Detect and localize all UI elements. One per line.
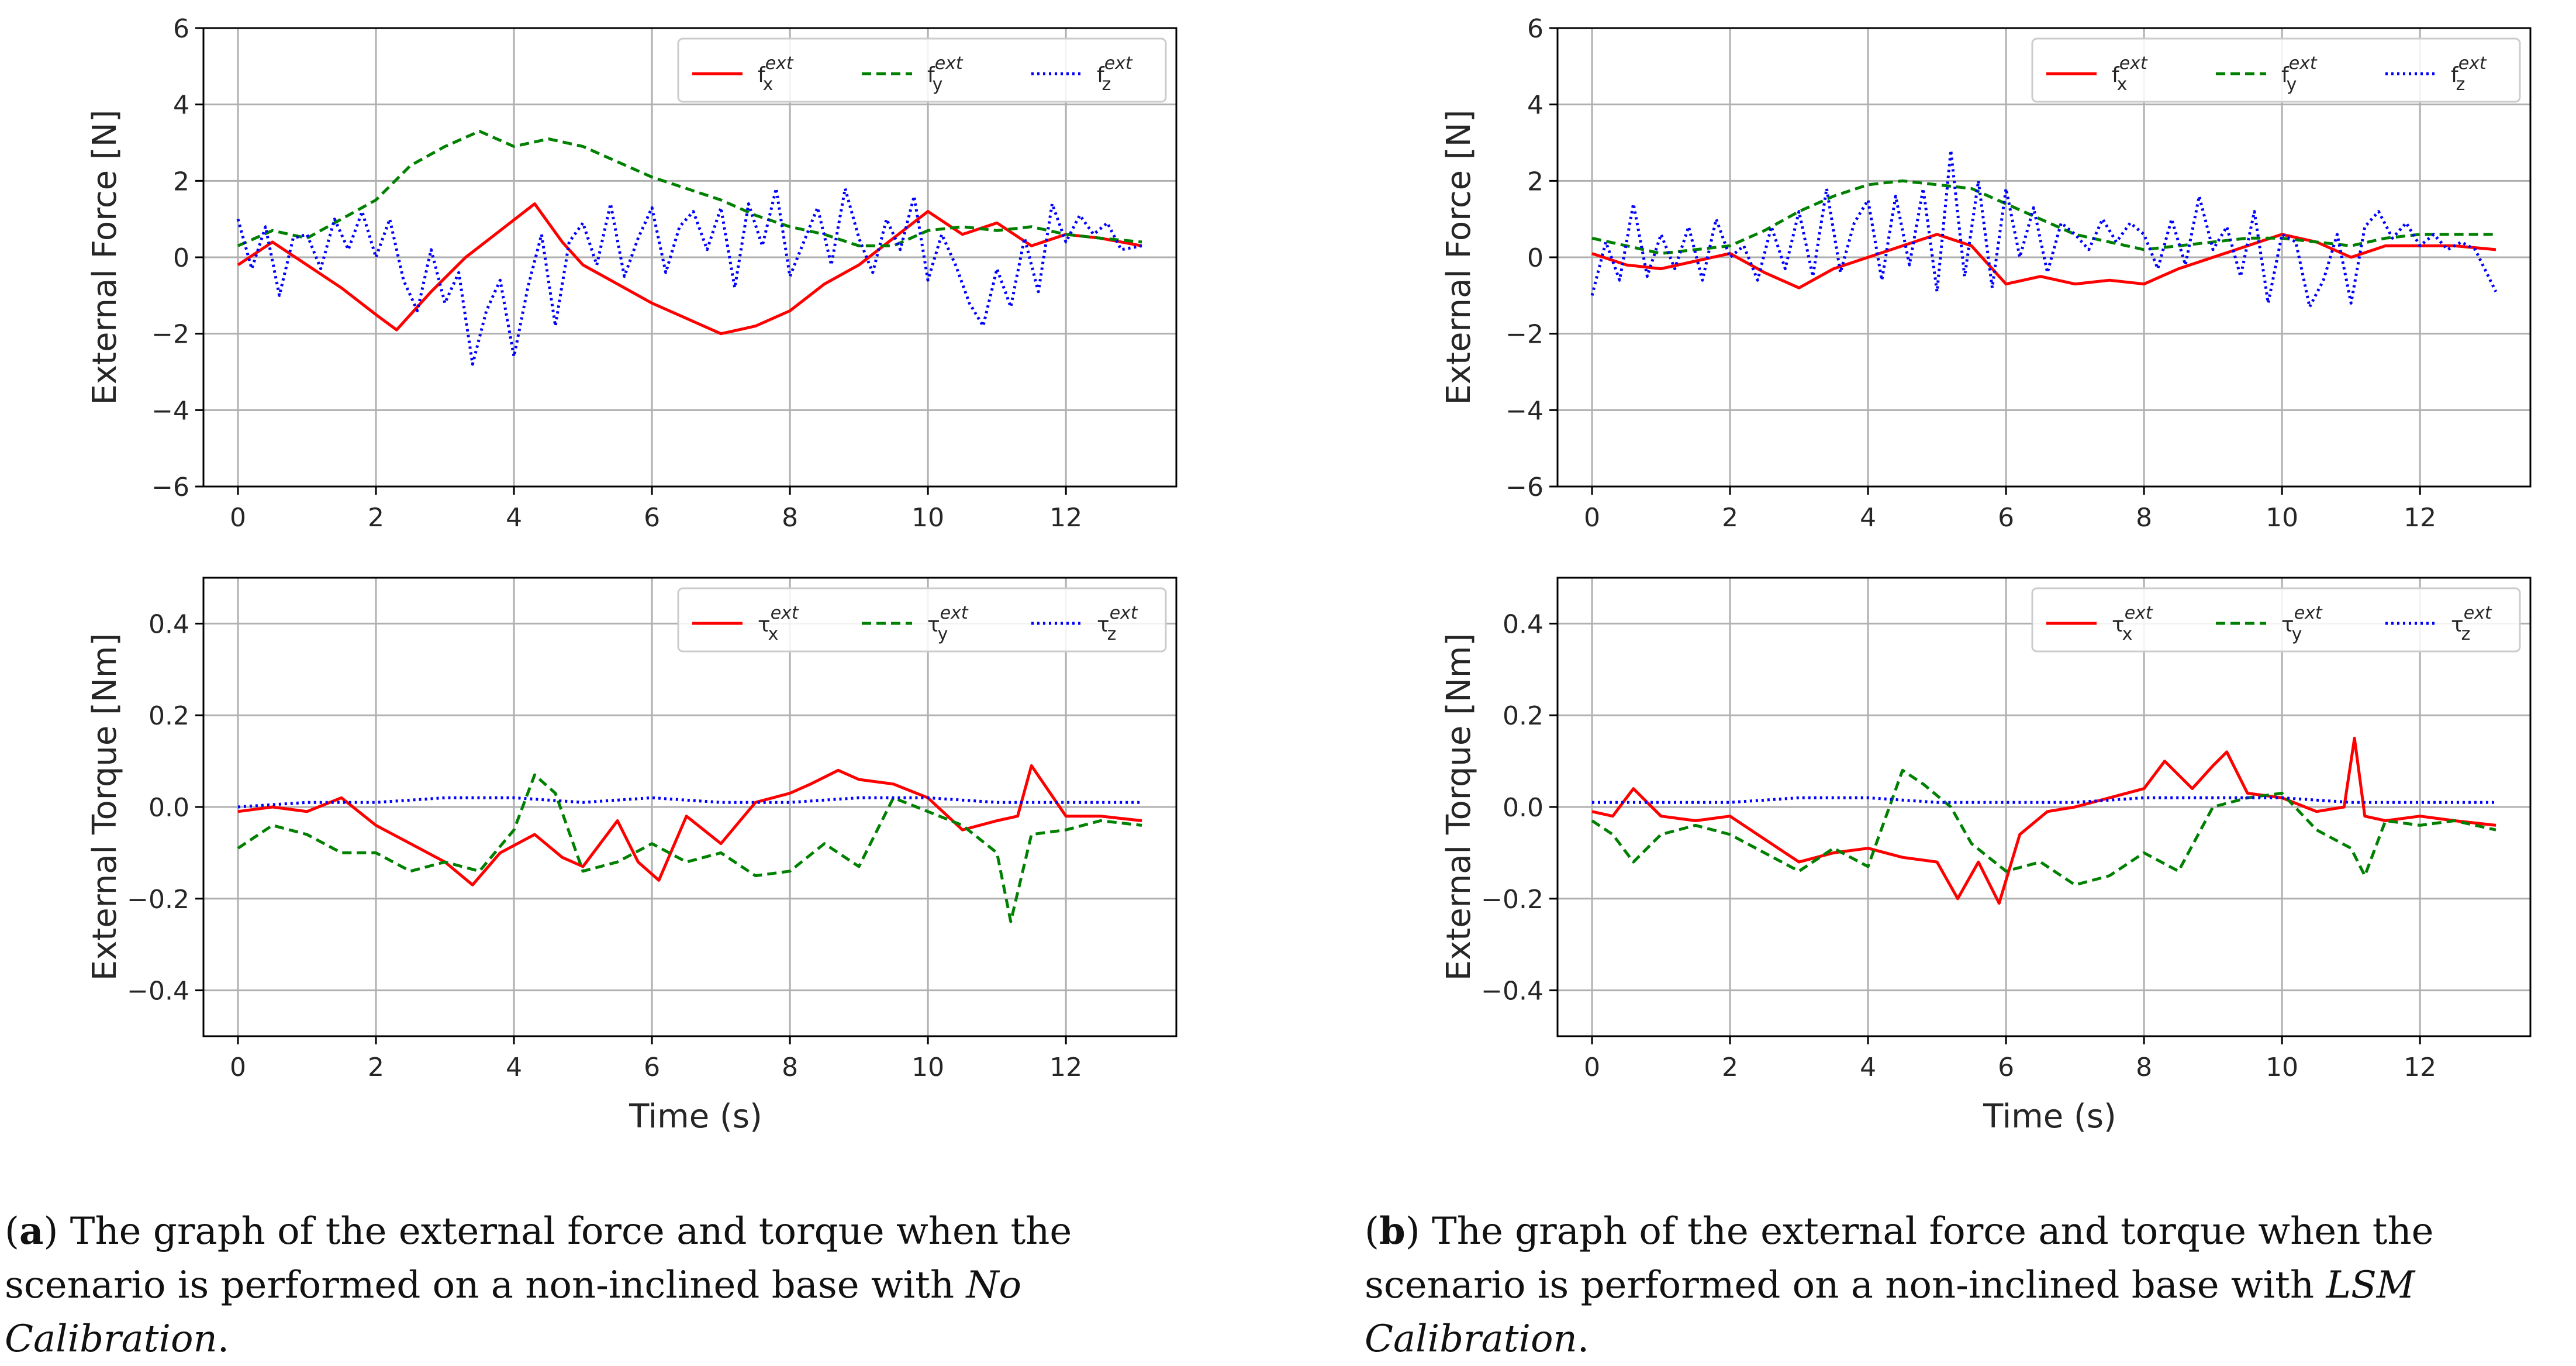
x-tick-label: 4 <box>1860 1053 1876 1082</box>
legend-label-fz: fext z <box>1097 53 1133 95</box>
x-tick-label: 8 <box>2136 1053 2152 1082</box>
y-tick-label: 6 <box>1527 14 1543 44</box>
caption-b-letter: b <box>1379 1209 1406 1253</box>
x-tick-label: 4 <box>506 503 522 533</box>
series-line-fy <box>1591 179 2496 255</box>
y-tick-label: −0.2 <box>127 885 189 915</box>
y-tick-label: 0.2 <box>149 701 189 731</box>
caption-a: (a) The graph of the external force and … <box>5 1209 1072 1361</box>
legend-label-fx: fext x <box>758 53 794 95</box>
y-axis-label: External Force [N] <box>1440 109 1478 405</box>
y-tick-label: 0 <box>1527 243 1543 273</box>
y-tick-label: −4 <box>151 396 189 426</box>
x-tick-label: 6 <box>644 503 660 533</box>
x-tick-label: 0 <box>1584 1053 1600 1082</box>
x-tick-label: 8 <box>782 1053 798 1082</box>
y-tick-label: 0 <box>173 243 189 273</box>
x-tick-label: 0 <box>230 1053 246 1082</box>
caption-b: (b) The graph of the external force and … <box>1365 1209 2434 1361</box>
x-tick-label: 12 <box>2404 1053 2436 1082</box>
x-tick-label: 6 <box>1998 1053 2014 1082</box>
caption-a-text: ) The graph of the external force and to… <box>5 1210 1072 1307</box>
y-tick-label: 2 <box>1527 167 1543 196</box>
caption-a-end: . <box>217 1317 230 1361</box>
x-tick-label: 12 <box>2404 503 2436 533</box>
legend-label-fz: fext z <box>2451 53 2487 95</box>
x-tick-label: 12 <box>1049 1053 1082 1082</box>
chart-b-torque: −0.4 −0.2 0.0 0.2 0.4 0 2 4 6 8 10 12 External Torqu… <box>1440 577 2532 1136</box>
legend-label-tz: τext z <box>2451 603 2492 644</box>
x-tick-label: 10 <box>911 1053 944 1082</box>
chart-a-torque: −0.4 −0.2 0.0 0.2 0.4 0 2 4 6 8 10 12 External Torqu… <box>86 577 1177 1136</box>
y-axis-label: External Torque [Nm] <box>1440 633 1478 981</box>
series-line-tx <box>1591 736 2496 905</box>
x-tick-label: 10 <box>2266 503 2298 533</box>
series-line-fx <box>237 202 1142 336</box>
x-tick-label: 0 <box>230 503 246 533</box>
y-axis-label: External Torque [Nm] <box>86 633 124 981</box>
y-tick-label: 0.0 <box>1503 793 1543 823</box>
y-axis-label: External Force [N] <box>86 109 124 405</box>
y-tick-label: 4 <box>1527 91 1543 120</box>
chart-b-force: −6 −4 −2 0 2 4 6 0 2 4 6 8 10 12 External Force [N] fex… <box>1440 14 2532 533</box>
x-tick-label: 12 <box>1049 503 1082 533</box>
y-tick-label: −2 <box>151 320 189 350</box>
series-line-fy <box>237 129 1142 247</box>
x-tick-label: 10 <box>911 503 944 533</box>
series-line-ty <box>1591 768 2496 886</box>
x-tick-label: 2 <box>1722 1053 1738 1082</box>
legend-box <box>2031 37 2521 103</box>
legend-label-ty: τext y <box>2281 603 2323 644</box>
x-tick-label: 4 <box>506 1053 522 1082</box>
legend-label-fy: fext y <box>927 53 964 95</box>
y-tick-label: −6 <box>1505 472 1543 502</box>
x-tick-label: 6 <box>644 1053 660 1082</box>
x-tick-label: 2 <box>368 503 384 533</box>
caption-b-end: . <box>1577 1317 1590 1361</box>
legend-label-fx: fext x <box>2112 53 2148 95</box>
y-tick-label: −2 <box>1505 320 1543 350</box>
x-tick-label: 10 <box>2266 1053 2298 1082</box>
y-tick-label: 2 <box>173 167 189 196</box>
legend-label-tz: τext z <box>1097 603 1138 644</box>
y-tick-label: −0.4 <box>1481 977 1543 1006</box>
caption-a-letter: a <box>19 1209 44 1253</box>
legend-label-ty: τext y <box>927 603 969 644</box>
y-tick-label: 0.0 <box>149 793 189 823</box>
x-axis-label: Time (s) <box>629 1098 762 1136</box>
series-line-tz <box>237 796 1142 809</box>
series-line-tz <box>1592 796 2496 804</box>
x-tick-label: 6 <box>1998 503 2014 533</box>
series-line-tx <box>237 764 1142 886</box>
legend-box <box>2031 587 2521 653</box>
y-tick-label: −6 <box>151 472 189 502</box>
x-tick-label: 0 <box>1584 503 1600 533</box>
x-tick-label: 2 <box>368 1053 384 1082</box>
y-tick-label: 0.4 <box>149 609 189 639</box>
y-tick-label: −4 <box>1505 396 1543 426</box>
x-tick-label: 8 <box>2136 503 2152 533</box>
y-tick-label: 6 <box>173 14 189 44</box>
legend-label-fy: fext y <box>2281 53 2318 95</box>
x-axis-label: Time (s) <box>1983 1098 2116 1136</box>
legend-box <box>677 587 1167 653</box>
series-line-fz <box>1590 149 2498 309</box>
legend-label-tx: τext x <box>2112 603 2153 644</box>
figure-canvas: −6 −4 −2 0 2 4 6 0 2 4 6 8 10 12 External Force [N] fex… <box>86 14 2532 1136</box>
x-tick-label: 8 <box>782 503 798 533</box>
x-tick-label: 2 <box>1722 503 1738 533</box>
y-tick-label: −0.4 <box>127 977 189 1006</box>
series-line-fz <box>236 187 1142 366</box>
y-tick-label: −0.2 <box>1481 885 1543 915</box>
y-tick-label: 0.2 <box>1503 701 1543 731</box>
chart-a-force: −6 −4 −2 0 2 4 6 0 2 4 6 8 10 12 External Force [N] fex… <box>86 14 1177 533</box>
y-tick-label: 4 <box>173 91 189 120</box>
legend-label-tx: τext x <box>758 603 799 644</box>
caption-b-text: ) The graph of the external force and to… <box>1365 1210 2434 1307</box>
x-tick-label: 4 <box>1860 503 1876 533</box>
series-line-ty <box>237 773 1142 923</box>
legend-box <box>677 37 1167 103</box>
y-tick-label: 0.4 <box>1503 609 1543 639</box>
